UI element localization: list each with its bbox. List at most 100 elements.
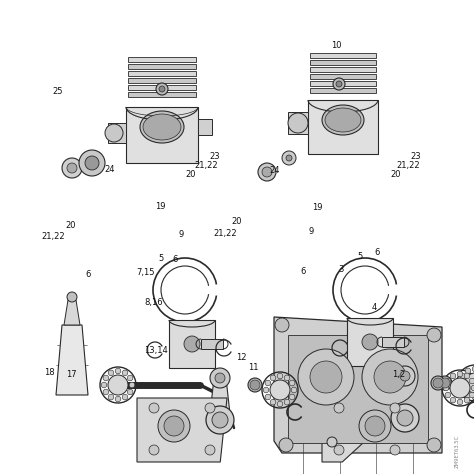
Circle shape [333,78,345,90]
Circle shape [465,392,471,398]
Circle shape [464,373,470,379]
Circle shape [277,401,283,407]
Polygon shape [395,376,415,412]
Circle shape [289,380,295,386]
Circle shape [67,292,77,302]
Circle shape [284,375,290,381]
Circle shape [79,150,105,176]
Text: 10: 10 [331,42,342,50]
Text: 19: 19 [155,202,165,210]
Polygon shape [56,325,88,395]
Circle shape [270,380,290,400]
Circle shape [391,404,419,432]
Bar [310,81,376,86]
Polygon shape [274,317,442,453]
Text: 3: 3 [338,265,344,273]
Bar [128,71,196,76]
Circle shape [433,378,443,388]
Text: 6: 6 [85,271,91,279]
Bar [126,107,198,163]
Circle shape [450,373,456,379]
Ellipse shape [143,114,181,140]
Circle shape [103,389,109,395]
Circle shape [272,382,288,398]
Circle shape [359,410,391,442]
Bar [201,339,223,349]
Circle shape [258,163,276,181]
Circle shape [460,387,465,393]
Text: 24: 24 [105,165,115,174]
Circle shape [108,370,114,376]
Ellipse shape [140,111,184,143]
Circle shape [108,375,128,395]
Polygon shape [322,398,412,462]
Polygon shape [137,398,227,462]
Text: 12: 12 [237,354,247,362]
Polygon shape [210,378,230,414]
Circle shape [262,167,272,177]
Circle shape [85,156,99,170]
Circle shape [365,416,385,436]
Text: 5: 5 [357,253,363,261]
Circle shape [472,394,474,400]
Ellipse shape [322,105,364,135]
Circle shape [158,410,190,442]
Circle shape [467,375,474,391]
Text: 9: 9 [309,227,314,236]
Circle shape [248,378,262,392]
Circle shape [450,397,456,403]
Bar [128,92,196,97]
Circle shape [288,113,308,133]
Bar [288,335,428,443]
Circle shape [115,396,121,402]
Circle shape [205,403,215,413]
Circle shape [397,410,413,426]
Text: 23: 23 [410,152,420,161]
Text: 21,22: 21,22 [213,229,237,238]
Circle shape [212,412,228,428]
Circle shape [128,375,133,381]
Circle shape [298,349,354,405]
Text: 11: 11 [248,363,259,372]
Circle shape [289,394,295,400]
Circle shape [286,155,292,161]
Circle shape [284,399,290,405]
Circle shape [105,124,123,142]
Circle shape [334,445,344,455]
Bar [198,119,212,135]
Text: 20: 20 [185,170,196,179]
Ellipse shape [325,108,361,132]
Text: 18: 18 [45,368,55,376]
Circle shape [440,378,450,388]
Text: 25: 25 [53,87,63,95]
Bar [169,320,215,368]
Circle shape [101,382,107,388]
Circle shape [103,375,109,381]
Circle shape [67,163,77,173]
Circle shape [164,416,184,436]
Circle shape [400,371,410,381]
Circle shape [122,394,128,400]
Circle shape [336,81,342,87]
Circle shape [427,438,441,452]
Text: 24: 24 [270,166,280,175]
Bar [310,60,376,65]
Circle shape [458,380,464,386]
Circle shape [460,373,465,379]
Circle shape [206,406,234,434]
Text: 4: 4 [372,303,377,311]
Circle shape [469,378,474,384]
Circle shape [464,397,470,403]
Circle shape [265,394,271,400]
Circle shape [279,438,293,452]
Circle shape [270,399,276,405]
Circle shape [159,86,165,92]
Circle shape [122,370,128,376]
Circle shape [215,373,225,383]
Circle shape [282,151,296,165]
Text: 23: 23 [210,152,220,161]
Bar [310,53,376,58]
Circle shape [277,373,283,379]
Circle shape [334,403,344,413]
Bar [128,85,196,90]
